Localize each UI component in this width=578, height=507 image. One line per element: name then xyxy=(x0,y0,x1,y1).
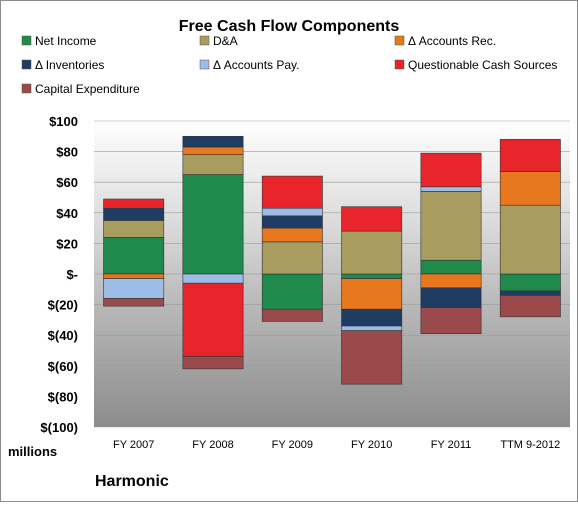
y-tick-label: $(40) xyxy=(48,328,78,343)
bar-segment xyxy=(103,298,165,307)
y-tick-label: $- xyxy=(66,267,78,282)
legend-label: Questionable Cash Sources xyxy=(408,58,557,72)
y-tick-label: $(20) xyxy=(48,298,78,313)
bar-segment xyxy=(182,146,244,155)
bar-segment xyxy=(341,278,403,310)
bar-segment xyxy=(182,154,244,175)
bar-segment xyxy=(420,152,482,188)
x-tick-label: FY 2010 xyxy=(351,439,392,451)
bar-segment xyxy=(499,204,561,275)
bar-segment xyxy=(341,330,403,385)
y-tick-label: $20 xyxy=(56,236,78,251)
legend-swatch xyxy=(394,59,405,70)
y-tick-label: $(100) xyxy=(40,420,78,435)
bar-segment xyxy=(261,175,323,209)
legend-swatch xyxy=(21,83,32,94)
bar-segment xyxy=(261,207,323,217)
y-tick-label: $80 xyxy=(56,145,78,160)
bar-segment xyxy=(341,308,403,327)
bar-segment xyxy=(341,273,403,279)
x-tick-label: FY 2011 xyxy=(431,439,472,451)
bar-segment xyxy=(341,325,403,331)
bar-segment xyxy=(182,282,244,357)
x-tick-label: FY 2007 xyxy=(113,439,154,451)
legend-label: Net Income xyxy=(35,34,97,48)
bar-segment xyxy=(182,273,244,284)
bars xyxy=(103,136,561,385)
bar-segment xyxy=(420,191,482,261)
x-tick-label: FY 2009 xyxy=(272,439,313,451)
bar-segment xyxy=(103,273,165,279)
bar-segment xyxy=(420,273,482,289)
bar-segment xyxy=(499,290,561,296)
y-axis-ticks: $100 $80 $60 $40 $20 $- $(20) $(40) $(60) $(80) $(… xyxy=(40,114,78,435)
legend: Net Income D&A Δ Accounts Rec. Δ Inventorie… xyxy=(21,34,557,96)
legend-label: Capital Expenditure xyxy=(35,82,140,96)
legend-label: Δ Accounts Pay. xyxy=(213,58,300,72)
bar-segment xyxy=(182,136,244,148)
gridlines xyxy=(94,120,570,428)
y-tick-label: $40 xyxy=(56,206,78,221)
bar-segment xyxy=(420,259,482,275)
bar-segment xyxy=(341,206,403,232)
legend-swatch xyxy=(199,35,210,46)
bar-segment xyxy=(261,308,323,322)
bar-segment xyxy=(103,207,165,221)
bar-segment xyxy=(499,295,561,318)
bar-segment xyxy=(261,215,323,229)
bar-segment xyxy=(261,227,323,243)
bar-segment xyxy=(499,171,561,206)
bar-segment xyxy=(103,236,165,275)
y-tick-label: $60 xyxy=(56,175,78,190)
bar-segment xyxy=(499,273,561,292)
legend-swatch xyxy=(21,35,32,46)
y-tick-label: $100 xyxy=(49,114,78,129)
y-tick-label: $(60) xyxy=(48,359,78,374)
x-tick-label: FY 2008 xyxy=(192,439,233,451)
bar-segment xyxy=(103,198,165,209)
y-tick-label: $(80) xyxy=(48,389,78,404)
company-name: Harmonic xyxy=(95,473,169,490)
bar-segment xyxy=(261,241,323,275)
bar-segment xyxy=(182,174,244,275)
bar-segment xyxy=(103,278,165,299)
x-tick-label: TTM 9-2012 xyxy=(500,439,560,451)
bar-segment xyxy=(420,307,482,334)
x-axis-ticks: FY 2007 FY 2008 FY 2009 FY 2010 FY 2011 TTM 9… xyxy=(113,439,560,451)
bar-segment xyxy=(341,230,403,275)
bar-segment xyxy=(103,220,165,238)
legend-label: D&A xyxy=(213,34,238,48)
bar-segment xyxy=(420,186,482,192)
legend-swatch xyxy=(21,59,32,70)
bar-segment xyxy=(182,356,244,370)
bar-segment xyxy=(499,139,561,172)
bar-segment xyxy=(261,273,323,310)
bar-segment xyxy=(420,287,482,308)
unit-label: millions xyxy=(8,444,57,459)
legend-label: Δ Accounts Rec. xyxy=(408,34,496,48)
chart-title: Free Cash Flow Components xyxy=(179,18,400,35)
legend-swatch xyxy=(394,35,405,46)
legend-label: Δ Inventories xyxy=(35,58,104,72)
legend-swatch xyxy=(199,59,210,70)
